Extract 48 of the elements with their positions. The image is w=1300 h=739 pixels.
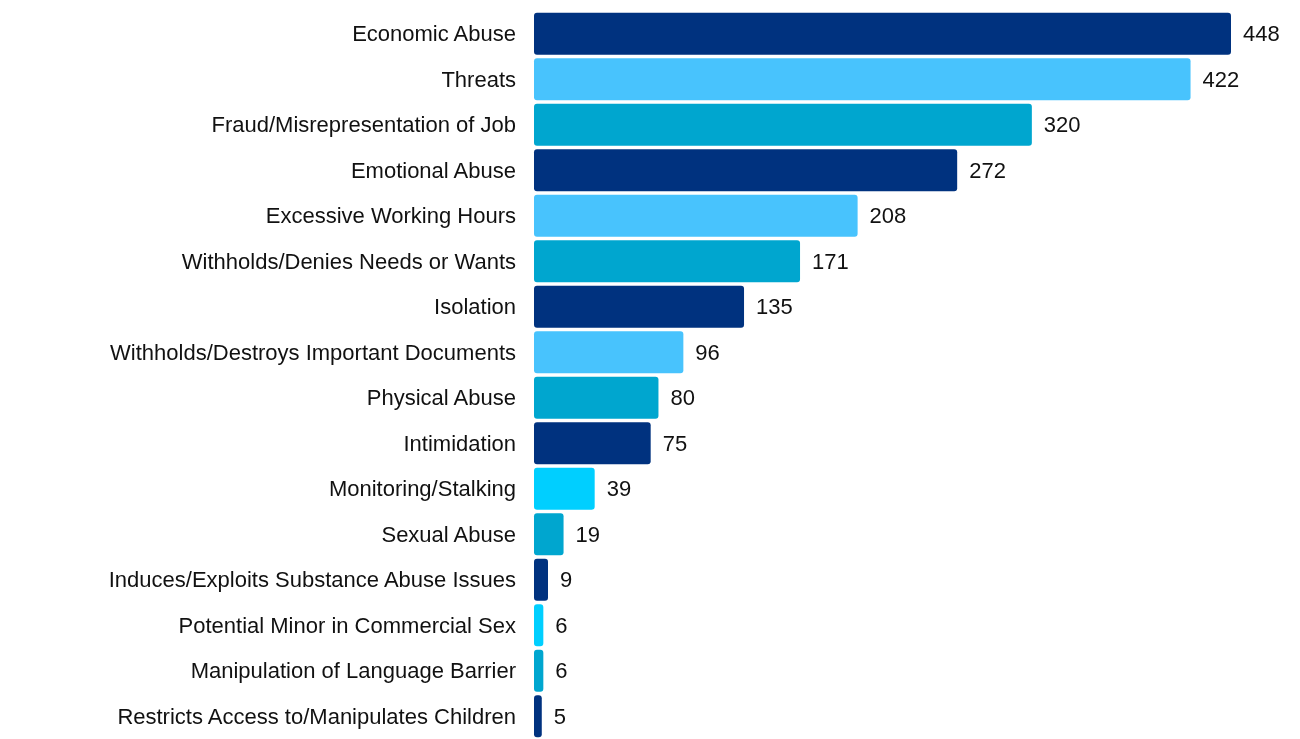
bar [534,149,958,192]
bar [534,103,1032,146]
bar [534,240,801,283]
bar [534,513,564,556]
data-label: 320 [1043,112,1081,138]
y-tick-label: Induces/Exploits Substance Abuse Issues [108,567,516,593]
y-tick-label: Intimidation [403,430,516,456]
bar [534,422,651,465]
bar [534,331,684,374]
data-label: 5 [553,703,567,729]
y-tick-label: Physical Abuse [366,385,516,411]
data-label: 75 [662,430,688,456]
y-tick-label: Threats [441,66,516,92]
bar [534,58,1191,101]
bar [534,604,544,647]
y-tick-label: Monitoring/Stalking [328,476,516,502]
data-label: 272 [969,157,1006,183]
data-label: 80 [670,385,695,411]
bar [534,558,548,601]
y-tick-label: Potential Minor in Commercial Sex [178,612,516,638]
y-tick-label: Economic Abuse [352,21,516,47]
data-label: 19 [575,521,601,547]
bar [534,376,659,419]
y-tick-label: Excessive Working Hours [265,203,516,229]
y-tick-label: Withholds/Destroys Important Documents [110,339,516,365]
data-label: 448 [1243,21,1280,47]
data-label: 6 [555,658,568,684]
y-tick-label: Sexual Abuse [381,521,516,547]
y-tick-label: Withholds/Denies Needs or Wants [181,248,516,274]
data-label: 9 [560,567,573,593]
y-tick-label: Manipulation of Language Barrier [190,658,516,684]
bar [534,695,542,738]
bar [534,194,858,237]
data-label: 208 [869,203,907,229]
bar [534,649,544,692]
data-label: 422 [1202,66,1240,92]
y-tick-label: Fraud/Misrepresentation of Job [211,112,516,138]
bar [534,467,595,510]
data-label: 39 [606,476,632,502]
data-label: 135 [756,294,793,320]
data-label: 96 [695,339,720,365]
y-tick-label: Isolation [434,294,516,320]
y-tick-label: Emotional Abuse [350,157,516,183]
y-tick-label: Restricts Access to/Manipulates Children [117,703,516,729]
bar [534,12,1231,55]
bar [534,285,745,328]
data-label: 171 [812,248,849,274]
data-label: 6 [555,612,568,638]
